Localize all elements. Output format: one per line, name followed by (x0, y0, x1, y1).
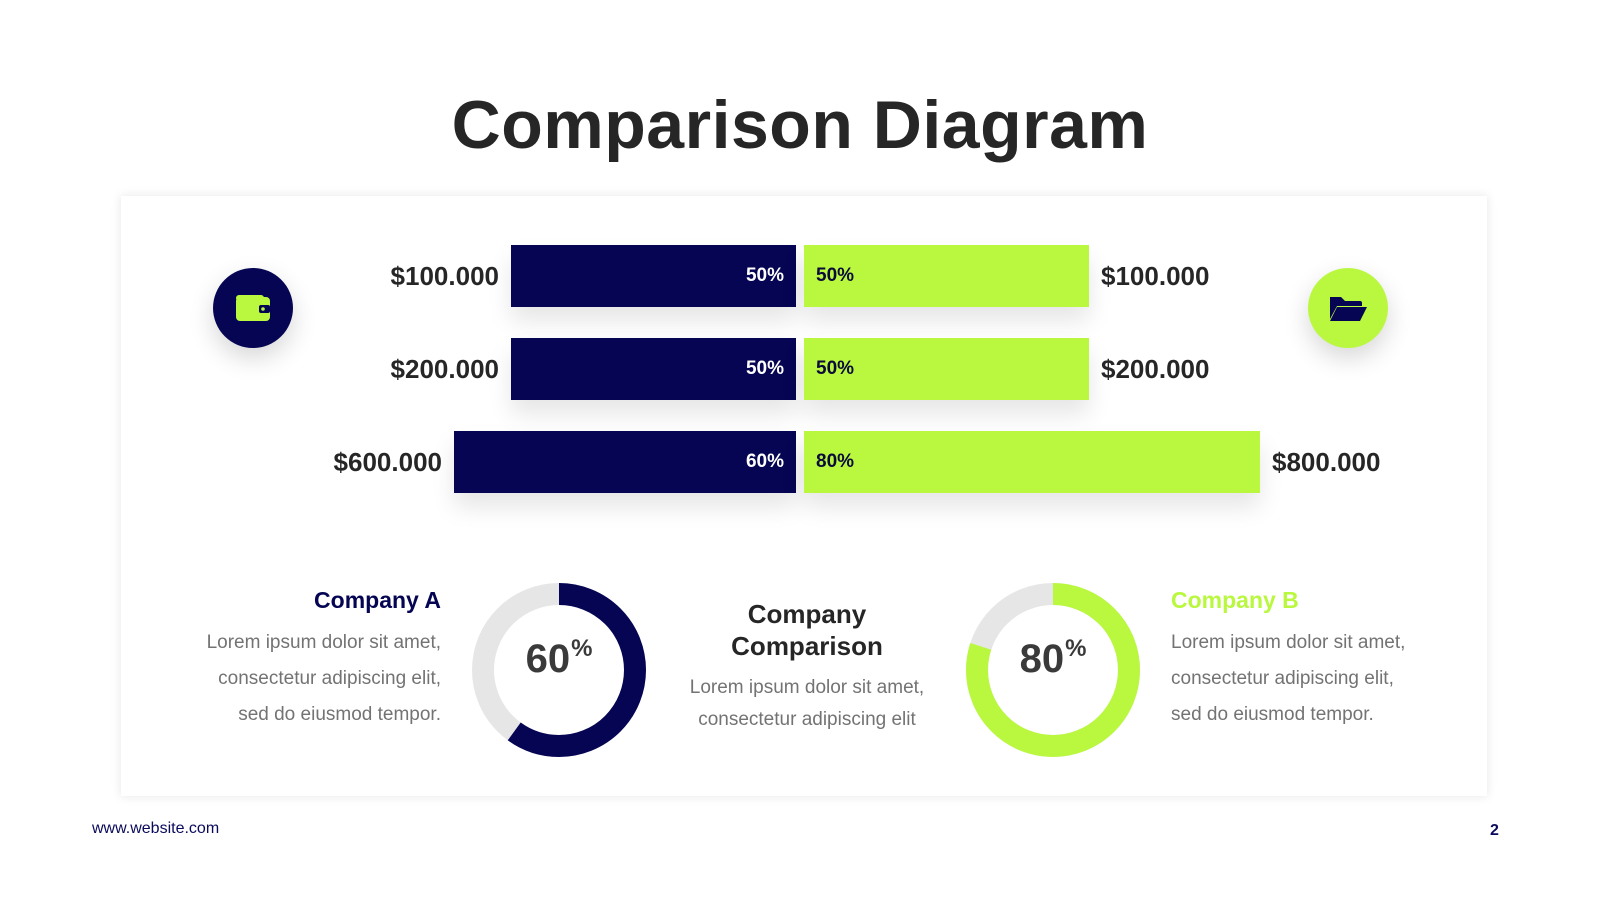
donut-a-value: 60 (525, 637, 571, 681)
donut-b-label: 80 % (966, 635, 1140, 682)
company-a-desc-line: sed do eiusmod tempor. (238, 704, 441, 725)
company-b-desc-line: sed do eiusmod tempor. (1171, 704, 1374, 725)
amount-company-a: $600.000 (333, 447, 442, 477)
bar-label-company-b: 50% (816, 358, 855, 379)
center-title-line: Comparison (731, 631, 883, 661)
donut-chart-company-a (472, 583, 646, 757)
donut-value-arc (966, 583, 1140, 757)
center-desc-line: consectetur adipiscing elit (698, 709, 916, 730)
company-a-desc-line: Lorem ipsum dolor sit amet, (206, 632, 441, 653)
donut-b-value: 80 (1019, 637, 1065, 681)
bar-label-company-a: 60% (745, 451, 784, 472)
donut-value-arc (472, 583, 646, 757)
slide-title: Comparison Diagram (451, 87, 1149, 163)
center-title: Company Comparison (647, 598, 967, 662)
amount-company-b: $200.000 (1101, 354, 1210, 384)
center-description: Lorem ipsum dolor sit amet, consectetur … (647, 672, 967, 736)
bar-company-a: 50% (511, 338, 796, 400)
bar-company-a: 60% (454, 431, 796, 493)
donut-a-unit: % (571, 635, 593, 662)
donut-chart-company-b (966, 583, 1140, 757)
company-a-name: Company A (314, 587, 441, 613)
donut-b-unit: % (1065, 635, 1087, 662)
company-b-desc-line: Lorem ipsum dolor sit amet, (1171, 632, 1406, 653)
donut-a-label: 60 % (472, 635, 646, 682)
amount-company-b: $800.000 (1272, 447, 1381, 477)
bar-label-company-b: 50% (816, 265, 855, 286)
bar-company-b: 80% (804, 431, 1260, 493)
page-number: 2 (1490, 822, 1499, 839)
bar-label-company-a: 50% (745, 265, 784, 286)
folder-open-icon (1308, 268, 1388, 348)
company-b-desc-line: consectetur adipiscing elit, (1171, 668, 1394, 689)
company-b-name: Company B (1171, 587, 1299, 613)
amount-company-b: $100.000 (1101, 261, 1210, 291)
footer-website[interactable]: www.website.com (92, 820, 220, 837)
wallet-icon (213, 268, 293, 348)
company-b-description: Lorem ipsum dolor sit amet, consectetur … (1171, 625, 1405, 733)
amount-company-a: $100.000 (390, 261, 499, 291)
amount-company-a: $200.000 (390, 354, 499, 384)
bar-company-b: 50% (804, 338, 1089, 400)
bar-label-company-a: 50% (745, 358, 784, 379)
center-title-line: Company (747, 599, 867, 629)
center-desc-line: Lorem ipsum dolor sit amet, (689, 677, 925, 698)
company-a-description: Lorem ipsum dolor sit amet, consectetur … (207, 625, 441, 733)
bar-label-company-b: 80% (816, 451, 855, 472)
bar-company-a: 50% (511, 245, 796, 307)
company-a-desc-line: consectetur adipiscing elit, (218, 668, 441, 689)
bar-company-b: 50% (804, 245, 1089, 307)
